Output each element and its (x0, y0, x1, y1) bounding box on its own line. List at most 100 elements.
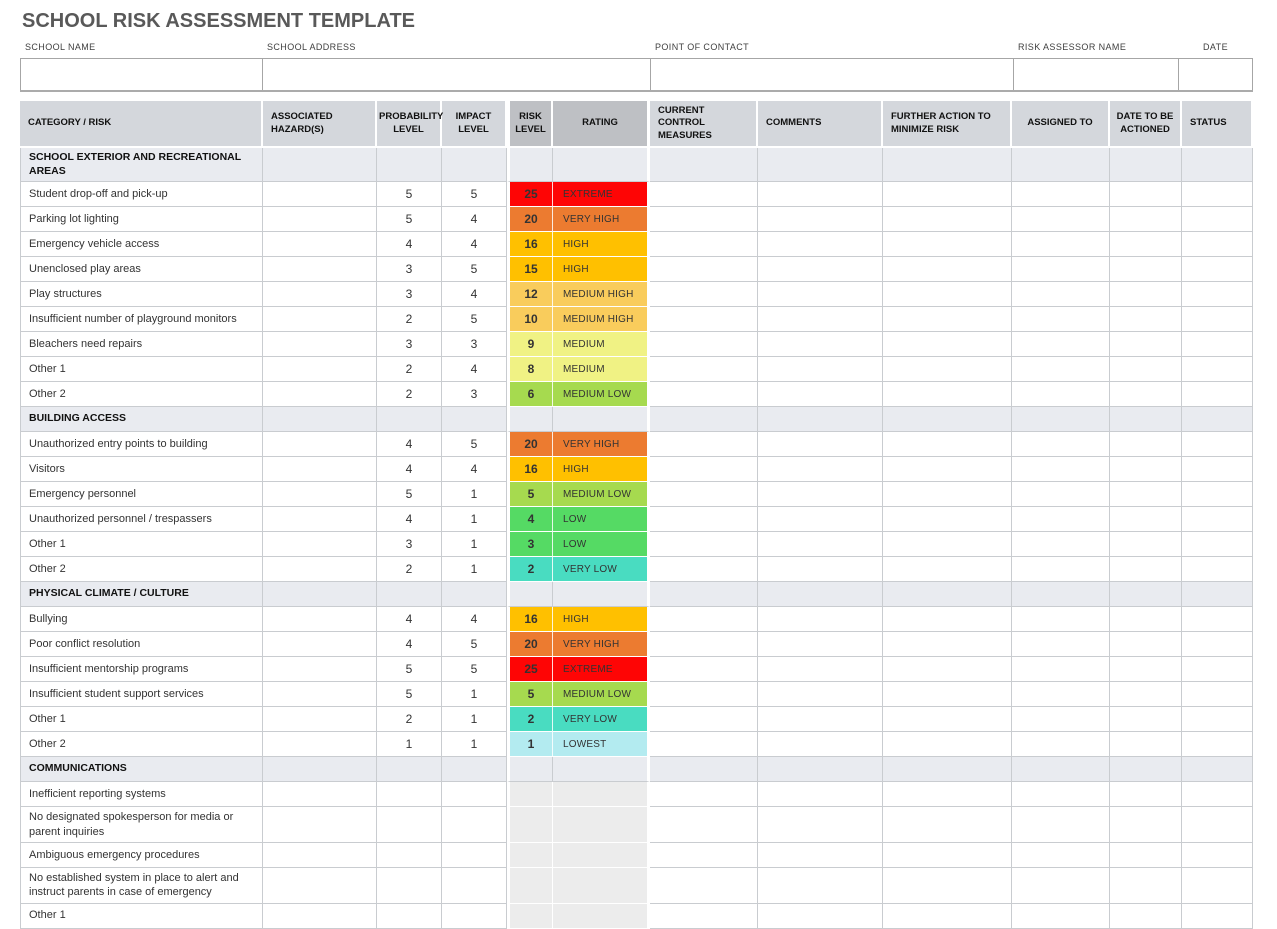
probability-cell[interactable]: 3 (377, 257, 442, 283)
probability-cell[interactable]: 4 (377, 232, 442, 258)
assigned-to-cell[interactable] (1012, 307, 1110, 333)
status-cell[interactable] (1182, 732, 1253, 758)
control-measures-cell[interactable] (650, 282, 758, 308)
hazard-cell[interactable] (263, 507, 377, 533)
control-measures-cell[interactable] (650, 732, 758, 758)
impact-cell[interactable]: 1 (442, 557, 507, 583)
control-measures-cell[interactable] (650, 867, 758, 904)
risk-level-cell[interactable]: 20 (507, 632, 553, 658)
date-actioned-cell[interactable] (1110, 257, 1182, 283)
probability-cell[interactable]: 2 (377, 557, 442, 583)
assigned-to-cell[interactable] (1012, 903, 1110, 929)
risk-name-cell[interactable]: Other 1 (20, 532, 263, 558)
impact-cell[interactable]: 3 (442, 332, 507, 358)
rating-cell[interactable]: MEDIUM LOW (553, 382, 650, 408)
status-cell[interactable] (1182, 457, 1253, 483)
date-actioned-cell[interactable] (1110, 732, 1182, 758)
impact-cell[interactable]: 1 (442, 507, 507, 533)
hazard-cell[interactable] (263, 332, 377, 358)
assigned-to-cell[interactable] (1012, 732, 1110, 758)
control-measures-cell[interactable] (650, 482, 758, 508)
impact-cell[interactable]: 5 (442, 307, 507, 333)
assigned-to-cell[interactable] (1012, 382, 1110, 408)
impact-cell[interactable]: 1 (442, 532, 507, 558)
probability-cell[interactable]: 5 (377, 482, 442, 508)
hazard-cell[interactable] (263, 257, 377, 283)
further-action-cell[interactable] (883, 432, 1012, 458)
comments-cell[interactable] (758, 557, 883, 583)
risk-name-cell[interactable]: Ambiguous emergency procedures (20, 842, 263, 868)
date-actioned-cell[interactable] (1110, 657, 1182, 683)
risk-level-cell[interactable]: 16 (507, 232, 553, 258)
rating-cell[interactable] (553, 782, 650, 808)
risk-name-cell[interactable]: No designated spokesperson for media or … (20, 807, 263, 843)
risk-level-cell[interactable]: 15 (507, 257, 553, 283)
comments-cell[interactable] (758, 657, 883, 683)
control-measures-cell[interactable] (650, 532, 758, 558)
impact-cell[interactable]: 5 (442, 257, 507, 283)
date-actioned-cell[interactable] (1110, 807, 1182, 843)
status-cell[interactable] (1182, 532, 1253, 558)
hazard-cell[interactable] (263, 782, 377, 808)
control-measures-cell[interactable] (650, 182, 758, 208)
risk-name-cell[interactable]: Student drop-off and pick-up (20, 182, 263, 208)
control-measures-cell[interactable] (650, 557, 758, 583)
further-action-cell[interactable] (883, 232, 1012, 258)
assigned-to-cell[interactable] (1012, 257, 1110, 283)
hazard-cell[interactable] (263, 232, 377, 258)
date-actioned-cell[interactable] (1110, 682, 1182, 708)
risk-level-cell[interactable]: 16 (507, 457, 553, 483)
risk-name-cell[interactable]: Other 1 (20, 707, 263, 733)
probability-cell[interactable]: 5 (377, 182, 442, 208)
assigned-to-cell[interactable] (1012, 607, 1110, 633)
status-cell[interactable] (1182, 807, 1253, 843)
rating-cell[interactable]: MEDIUM HIGH (553, 307, 650, 333)
status-cell[interactable] (1182, 257, 1253, 283)
status-cell[interactable] (1182, 282, 1253, 308)
risk-name-cell[interactable]: Bullying (20, 607, 263, 633)
risk-level-cell[interactable] (507, 903, 553, 929)
hazard-cell[interactable] (263, 532, 377, 558)
rating-cell[interactable]: HIGH (553, 607, 650, 633)
risk-level-cell[interactable] (507, 807, 553, 843)
risk-name-cell[interactable]: Insufficient student support services (20, 682, 263, 708)
risk-level-cell[interactable]: 12 (507, 282, 553, 308)
further-action-cell[interactable] (883, 903, 1012, 929)
assigned-to-cell[interactable] (1012, 457, 1110, 483)
further-action-cell[interactable] (883, 482, 1012, 508)
further-action-cell[interactable] (883, 807, 1012, 843)
hazard-cell[interactable] (263, 207, 377, 233)
rating-cell[interactable]: VERY LOW (553, 557, 650, 583)
further-action-cell[interactable] (883, 507, 1012, 533)
impact-cell[interactable]: 1 (442, 707, 507, 733)
impact-cell[interactable] (442, 903, 507, 929)
risk-level-cell[interactable] (507, 867, 553, 904)
date-actioned-cell[interactable] (1110, 207, 1182, 233)
comments-cell[interactable] (758, 867, 883, 904)
rating-cell[interactable]: MEDIUM HIGH (553, 282, 650, 308)
date-actioned-cell[interactable] (1110, 482, 1182, 508)
further-action-cell[interactable] (883, 707, 1012, 733)
impact-cell[interactable]: 3 (442, 382, 507, 408)
probability-cell[interactable] (377, 842, 442, 868)
probability-cell[interactable]: 5 (377, 207, 442, 233)
risk-level-cell[interactable]: 9 (507, 332, 553, 358)
assigned-to-cell[interactable] (1012, 782, 1110, 808)
control-measures-cell[interactable] (650, 432, 758, 458)
control-measures-cell[interactable] (650, 682, 758, 708)
risk-level-cell[interactable]: 6 (507, 382, 553, 408)
further-action-cell[interactable] (883, 607, 1012, 633)
date-actioned-cell[interactable] (1110, 842, 1182, 868)
date-actioned-cell[interactable] (1110, 357, 1182, 383)
rating-cell[interactable]: HIGH (553, 257, 650, 283)
impact-cell[interactable]: 5 (442, 182, 507, 208)
comments-cell[interactable] (758, 207, 883, 233)
risk-name-cell[interactable]: Other 1 (20, 357, 263, 383)
comments-cell[interactable] (758, 607, 883, 633)
further-action-cell[interactable] (883, 257, 1012, 283)
further-action-cell[interactable] (883, 867, 1012, 904)
date-actioned-cell[interactable] (1110, 782, 1182, 808)
rating-cell[interactable]: VERY LOW (553, 707, 650, 733)
impact-cell[interactable]: 1 (442, 482, 507, 508)
school-name-input[interactable] (20, 58, 262, 90)
